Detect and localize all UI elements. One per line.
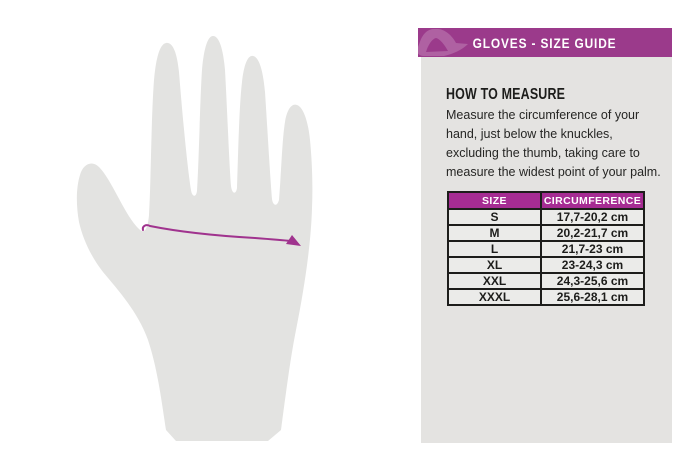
circumference-cell: 17,7-20,2 cm (540, 208, 645, 226)
measurement-arrow-icon (141, 224, 301, 246)
hand-silhouette (76, 36, 313, 441)
table-row: XL 23-24,3 cm (447, 256, 645, 274)
size-cell: XXXL (447, 288, 542, 306)
circumference-cell: 21,7-23 cm (540, 240, 645, 258)
size-table: SIZE CIRCUMFERENCE S 17,7-20,2 cm M 20,2… (447, 191, 645, 306)
circumference-cell: 25,6-28,1 cm (540, 288, 645, 306)
circumference-column-header: CIRCUMFERENCE (540, 191, 645, 210)
page-title: GLOVES - SIZE GUIDE (473, 34, 617, 51)
measure-info-panel: HOW TO MEASURE Measure the circumference… (421, 57, 672, 443)
measure-instructions: Measure the circumference of your hand, … (446, 108, 661, 179)
table-row: XXL 24,3-25,6 cm (447, 272, 645, 290)
size-table-header-row: SIZE CIRCUMFERENCE (447, 191, 645, 210)
size-column-header: SIZE (447, 191, 542, 210)
table-row: S 17,7-20,2 cm (447, 208, 645, 226)
circumference-cell: 23-24,3 cm (540, 256, 645, 274)
size-cell: S (447, 208, 542, 226)
size-cell: L (447, 240, 542, 258)
circumference-cell: 20,2-21,7 cm (540, 224, 645, 242)
size-guide-banner: GLOVES - SIZE GUIDE (417, 28, 672, 57)
table-row: XXXL 25,6-28,1 cm (447, 288, 645, 306)
table-row: M 20,2-21,7 cm (447, 224, 645, 242)
table-row: L 21,7-23 cm (447, 240, 645, 258)
size-cell: M (447, 224, 542, 242)
size-cell: XL (447, 256, 542, 274)
how-to-measure-heading: HOW TO MEASURE (446, 86, 566, 103)
size-cell: XXL (447, 272, 542, 290)
acerbis-logo-icon (417, 29, 468, 56)
circumference-cell: 24,3-25,6 cm (540, 272, 645, 290)
hand-illustration (76, 36, 313, 441)
